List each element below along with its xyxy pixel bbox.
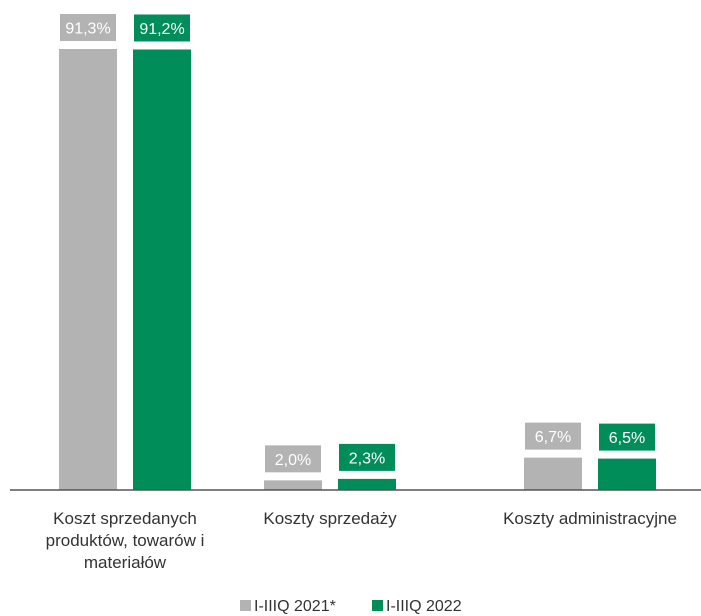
category-label: materiałów (84, 553, 167, 572)
legend-swatch (240, 600, 251, 611)
bar-series-2021-cat-2 (524, 457, 582, 490)
bars-group (59, 49, 656, 490)
value-labels-group: 91,3% 91,2% 2,0% 2,3% 6,7% 6,5% (60, 14, 655, 473)
category-label: Koszty administracyjne (503, 509, 677, 528)
value-label: 2,3% (349, 450, 385, 467)
category-labels-group: Koszt sprzedanych produktów, towarów i mat… (46, 509, 677, 572)
bar-series-2022-cat-1 (338, 478, 396, 490)
value-label: 91,2% (139, 21, 184, 38)
value-label-box-0-0 (60, 14, 116, 41)
category-label: Koszty sprzedaży (263, 509, 397, 528)
legend-swatch (372, 600, 383, 611)
bar-series-2021-cat-0 (59, 49, 117, 490)
category-label: produktów, towarów i (46, 531, 205, 550)
legend-label: I-IIIQ 2022 (386, 598, 462, 615)
value-label-box-0-2 (525, 422, 581, 450)
value-label-box-1-1 (339, 443, 395, 471)
value-label-box-0-1 (265, 445, 321, 473)
category-label: Koszt sprzedanych (53, 509, 197, 528)
legend-label: I-IIIQ 2021* (254, 598, 336, 615)
value-label: 6,7% (535, 429, 571, 446)
value-label-box-1-0 (134, 14, 190, 42)
bar-series-2022-cat-0 (133, 49, 191, 490)
value-label-box-1-2 (599, 423, 655, 451)
legend: I-IIIQ 2021* I-IIIQ 2022 (240, 598, 462, 615)
value-label: 91,3% (65, 21, 110, 38)
value-label: 6,5% (609, 430, 645, 447)
bar-series-2022-cat-2 (598, 458, 656, 490)
value-label: 2,0% (275, 452, 311, 469)
bar-series-2021-cat-1 (264, 480, 322, 490)
